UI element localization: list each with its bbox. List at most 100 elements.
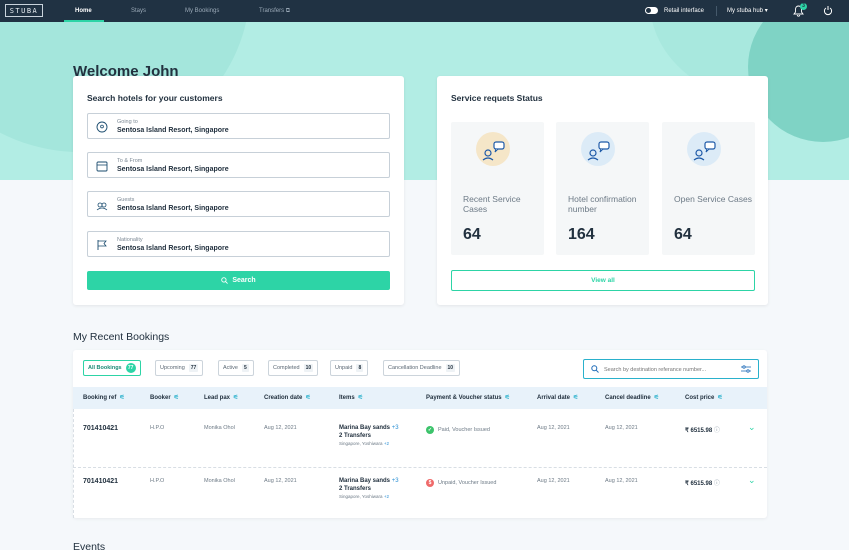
stat-label: Hotel confirmation number <box>568 194 637 214</box>
going-to-value: Sentosa Island Resort, Singapore <box>117 127 229 134</box>
table-row[interactable]: 701410421 H.P.O Monika Ohol Aug 12, 2021… <box>73 467 767 517</box>
nav-my-bookings[interactable]: My Bookings <box>185 8 220 14</box>
filter-count: 77 <box>188 364 199 372</box>
events-heading: Events <box>73 541 106 550</box>
filter-icon[interactable]: ⚟ <box>653 395 660 401</box>
filter-cancellation-deadline[interactable]: Cancellation Deadline 10 <box>383 360 461 376</box>
cost-price: ₹ 6515.98 ⓘ <box>685 428 720 434</box>
items-cell: Marina Bay sands +3 2 Transfers Singapor… <box>339 425 399 446</box>
nav-home[interactable]: Home <box>75 8 92 14</box>
filter-completed[interactable]: Completed 10 <box>268 360 319 376</box>
location-pin-icon <box>96 121 108 133</box>
top-nav: STUBA Home Stays My Bookings Transfers ⧉… <box>0 0 849 22</box>
search-button-label: Search <box>232 277 256 284</box>
retail-interface-label: Retail interface <box>664 8 705 14</box>
location-more-link[interactable]: +2 <box>383 441 389 446</box>
stat-value: 64 <box>674 226 692 243</box>
support-agent-icon <box>476 132 510 166</box>
filter-count: 77 <box>125 363 136 373</box>
unpaid-dollar-icon: $ <box>426 479 434 487</box>
stat-open-service-cases[interactable]: Open Service Cases 64 <box>662 122 755 255</box>
col-payment-status[interactable]: Payment & Voucher status ⚟ <box>426 387 510 409</box>
info-icon[interactable]: ⓘ <box>713 481 720 487</box>
lead-pax: Monika Ohol <box>204 425 235 431</box>
filter-icon[interactable]: ⚟ <box>233 395 239 401</box>
col-arrival-date[interactable]: Arrival date ⚟ <box>537 387 578 409</box>
table-left-border <box>73 409 74 518</box>
service-card-title: Service requets Status <box>451 93 543 103</box>
col-lead-pax[interactable]: Lead pax ⚟ <box>204 387 238 409</box>
booking-search-box[interactable] <box>583 359 759 379</box>
guests-value: Sentosa Island Resort, Singapore <box>117 205 229 212</box>
col-cost-price[interactable]: Cost price ⚟ <box>685 387 723 409</box>
dates-field[interactable]: To & From Sentosa Island Resort, Singapo… <box>87 152 390 178</box>
lead-pax: Monika Ohol <box>204 478 235 484</box>
col-booker[interactable]: Booker ⚟ <box>150 387 179 409</box>
chevron-down-icon[interactable]: ⌄ <box>748 422 756 432</box>
service-requests-card: Service requets Status Recent Service Ca… <box>437 76 768 305</box>
dates-value: Sentosa Island Resort, Singapore <box>117 166 229 173</box>
chevron-down-icon[interactable]: ⌄ <box>748 475 756 485</box>
search-hotels-card: Search hotels for your customers Going t… <box>73 76 404 305</box>
calendar-icon <box>96 161 108 172</box>
stat-label: Open Service Cases <box>674 194 752 204</box>
items-more-link[interactable]: +3 <box>391 425 399 431</box>
search-card-title: Search hotels for your customers <box>87 93 223 103</box>
filter-count: 5 <box>241 364 249 372</box>
support-agent-icon <box>581 132 615 166</box>
col-items[interactable]: Items ⚟ <box>339 387 363 409</box>
nav-active-indicator <box>64 20 104 22</box>
recent-bookings-heading: My Recent Bookings <box>73 331 170 343</box>
filter-count: 10 <box>303 364 314 372</box>
col-booking-ref[interactable]: Booking ref ⚟ <box>83 387 125 409</box>
nav-stays[interactable]: Stays <box>131 8 147 14</box>
dates-label: To & From <box>117 158 143 164</box>
booking-ref[interactable]: 701410421 <box>83 425 119 432</box>
arrival-date: Aug 12, 2021 <box>537 478 570 484</box>
stuba-logo[interactable]: STUBA <box>5 4 43 17</box>
going-to-field[interactable]: Going to Sentosa Island Resort, Singapor… <box>87 113 390 139</box>
filter-icon[interactable]: ⚟ <box>573 395 579 401</box>
stat-hotel-confirmation-number[interactable]: Hotel confirmation number 164 <box>556 122 649 255</box>
search-button[interactable]: Search <box>87 271 390 290</box>
stuba-hub-dropdown[interactable]: My stuba hub ▾ <box>727 8 768 14</box>
payment-status: ✓ Paid, Voucher Issued <box>426 426 490 434</box>
payment-status: $ Unpaid, Voucher Issued <box>426 479 496 487</box>
filter-icon[interactable]: ⚟ <box>357 395 364 401</box>
filter-icon[interactable]: ⚟ <box>119 395 125 401</box>
filter-icon[interactable]: ⚟ <box>173 395 180 401</box>
external-link-icon: ⧉ <box>285 8 291 14</box>
col-cancel-deadline[interactable]: Cancel deadline ⚟ <box>605 387 659 409</box>
retail-toggle[interactable] <box>645 7 658 14</box>
booker: H.P.O <box>150 425 165 431</box>
nav-transfers[interactable]: Transfers ⧉ <box>259 8 291 14</box>
creation-date: Aug 12, 2021 <box>264 478 297 484</box>
stat-value: 64 <box>463 226 481 243</box>
view-all-button[interactable]: View all <box>451 270 755 291</box>
nationality-value: Sentosa Island Resort, Singapore <box>117 245 229 252</box>
filter-icon[interactable]: ⚟ <box>717 395 723 401</box>
filter-icon[interactable]: ⚟ <box>504 395 510 401</box>
info-icon[interactable]: ⓘ <box>713 428 720 434</box>
col-creation-date[interactable]: Creation date ⚟ <box>264 387 311 409</box>
filter-active[interactable]: Active 5 <box>218 360 254 376</box>
booking-ref[interactable]: 701410421 <box>83 478 119 485</box>
stat-recent-service-cases[interactable]: Recent Service Cases 64 <box>451 122 544 255</box>
filter-count: 8 <box>356 364 364 372</box>
filter-sliders-icon[interactable] <box>741 365 751 373</box>
filter-upcoming[interactable]: Upcoming 77 <box>155 360 204 376</box>
power-icon[interactable] <box>823 5 833 19</box>
filter-icon[interactable]: ⚟ <box>305 395 311 401</box>
items-more-link[interactable]: +3 <box>391 478 399 484</box>
table-row[interactable]: 701410421 H.P.O Monika Ohol Aug 12, 2021… <box>73 417 767 467</box>
guests-field[interactable]: Guests Sentosa Island Resort, Singapore <box>87 191 390 217</box>
nav-divider <box>716 6 717 16</box>
booking-search-input[interactable] <box>604 364 734 375</box>
paid-check-icon: ✓ <box>426 426 434 434</box>
filter-unpaid[interactable]: Unpaid 8 <box>330 360 369 376</box>
support-agent-icon <box>687 132 721 166</box>
filter-all-bookings[interactable]: All Bookings 77 <box>83 360 141 376</box>
nationality-field[interactable]: Nationality Sentosa Island Resort, Singa… <box>87 231 390 257</box>
location-more-link[interactable]: +2 <box>383 494 389 499</box>
cancel-deadline: Aug 12, 2021 <box>605 425 638 431</box>
